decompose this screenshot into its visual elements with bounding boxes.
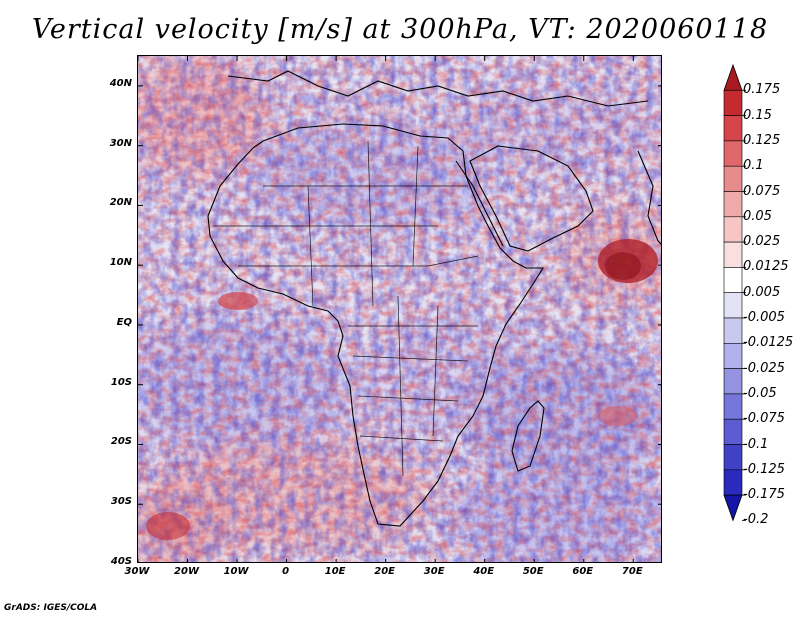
downdraft-speckle (138, 56, 661, 562)
colorbar-label: -0.0125 (743, 335, 794, 351)
lon-label-50e: 50E (522, 566, 544, 577)
lon-label-30e: 30E (423, 566, 445, 577)
lat-label-20n: 20N (109, 197, 132, 209)
lat-label-40n: 40N (109, 77, 132, 89)
india-coast (637, 150, 661, 245)
velocity-field-map (138, 56, 661, 562)
colorbar-segment (723, 216, 743, 243)
colorbar-top-arrow (723, 63, 743, 91)
colorbar-label: -0.025 (743, 360, 785, 376)
lon-label-60e: 60E (572, 566, 594, 577)
lat-label-40s: 40S (110, 556, 132, 567)
lon-label-10w: 10W (223, 566, 249, 577)
colorbar-segment (723, 140, 743, 167)
arabian-peninsula (469, 145, 594, 252)
colorbar-segment (723, 267, 743, 293)
colorbar-label: 0.05 (743, 208, 772, 224)
colorbar-segment (723, 418, 743, 445)
colorbar-segment (723, 368, 743, 395)
lon-label-40e: 40E (473, 566, 495, 577)
coastlines (207, 70, 661, 527)
lon-label-10e: 10E (324, 566, 346, 577)
map-plot-area (137, 55, 662, 563)
europe-coast (227, 70, 649, 107)
lat-label-20s: 20S (110, 436, 132, 448)
colorbar-segment (723, 342, 743, 369)
colorbar-segment (723, 469, 743, 496)
colorbar-segment (723, 317, 743, 344)
lon-label-20e: 20E (374, 566, 396, 577)
colorbar-segment (723, 393, 743, 420)
colorbar-label: 0.0125 (743, 259, 789, 275)
lon-label-70e: 70E (621, 566, 643, 577)
axis-ticks (138, 56, 661, 562)
colorbar-label: -0.075 (743, 411, 785, 427)
colorbar-label: 0.175 (743, 82, 781, 98)
colorbar-segment (723, 115, 743, 142)
colorbar-bottom-arrow (723, 494, 743, 522)
colorbar-label: -0.175 (743, 487, 785, 503)
lon-label-0: 0 (282, 566, 290, 577)
strong-updraft-patches (146, 239, 658, 540)
lon-label-20w: 20W (174, 566, 199, 577)
colorbar-label: 0.15 (743, 107, 772, 123)
colorbar-segment (723, 191, 743, 218)
colorbar-label: 0.005 (743, 284, 781, 300)
colorbar-label: -0.125 (743, 461, 785, 477)
colorbar-segment (723, 292, 743, 319)
lat-label-10n: 10N (109, 257, 132, 269)
country-borders (213, 140, 479, 477)
lat-label-30s: 30S (110, 496, 132, 508)
chart-title: Vertical velocity [m/s] at 300hPa, VT: 2… (31, 14, 769, 45)
africa-coastline (207, 123, 544, 527)
colorbar-label: 0.025 (743, 234, 781, 250)
lon-label-30w: 30W (124, 566, 150, 577)
colorbar-segment (723, 165, 743, 192)
colorbar-segment (723, 89, 743, 116)
colorbar (723, 63, 746, 522)
colorbar-label: 0.125 (743, 132, 781, 148)
lat-label-eq: EQ (116, 316, 132, 328)
lat-label-30n: 30N (109, 137, 132, 149)
colorbar-label: -0.2 (743, 512, 769, 528)
grads-credit: GrADS: IGES/COLA (4, 603, 98, 613)
lat-label-10s: 10S (110, 376, 132, 388)
madagascar (511, 400, 545, 472)
colorbar-segment (723, 444, 743, 471)
colorbar-label: -0.05 (743, 385, 777, 401)
colorbar-label: 0.075 (743, 183, 781, 199)
colorbar-segment (723, 241, 743, 268)
red-sea (455, 160, 504, 247)
colorbar-label: -0.1 (743, 436, 769, 452)
colorbar-label: -0.005 (743, 310, 785, 325)
colorbar-label: 0.1 (743, 158, 764, 174)
